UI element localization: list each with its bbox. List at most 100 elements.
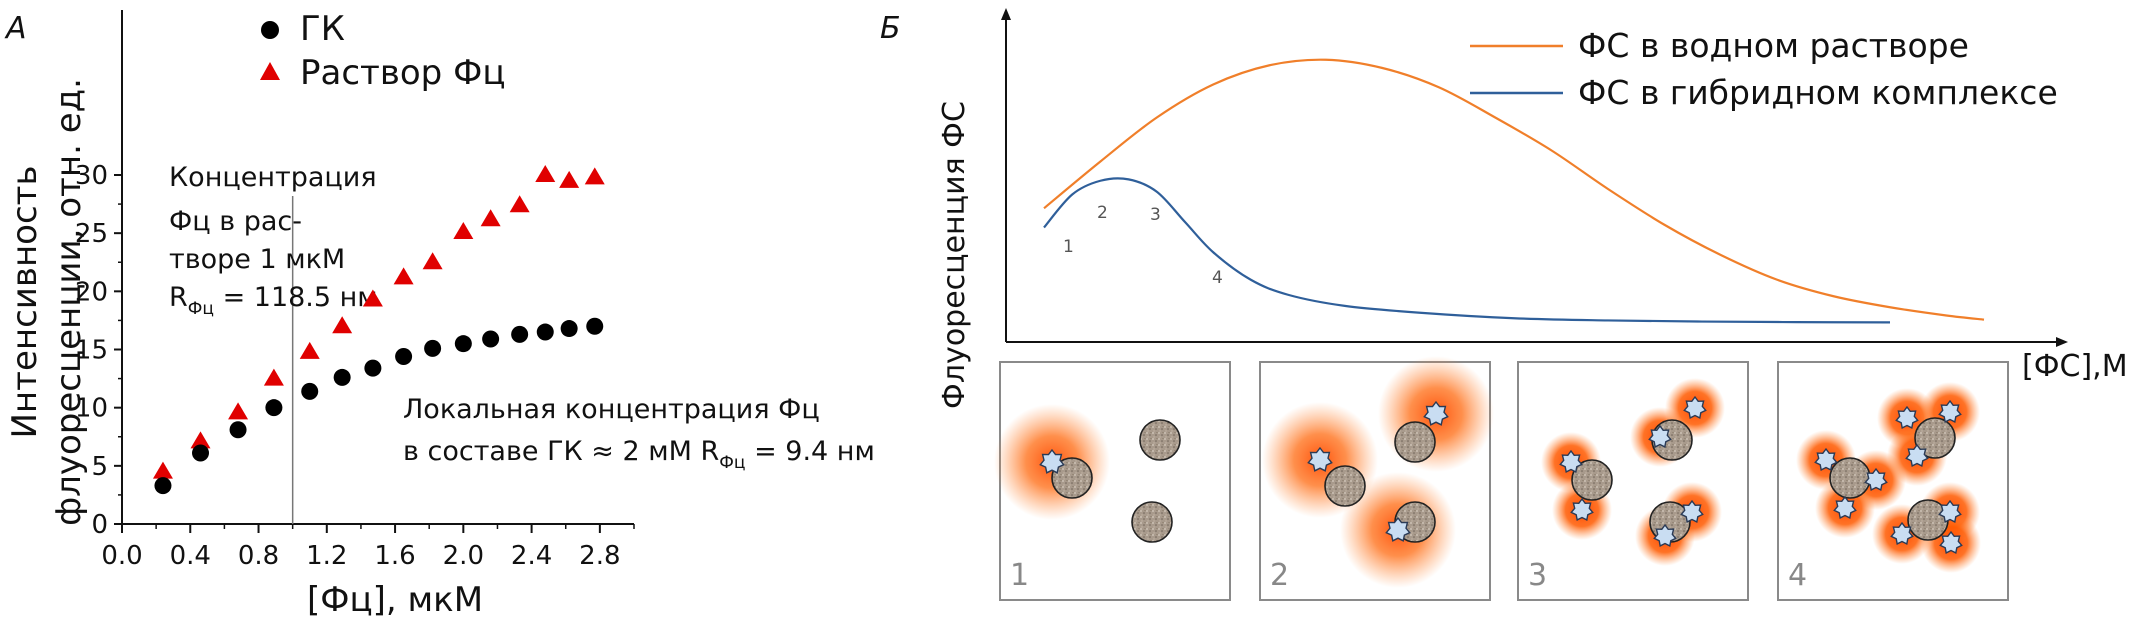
panel-b-illustrations: 1 2 3 4 <box>994 356 2009 601</box>
solution-point <box>559 170 580 188</box>
dye-molecule <box>1385 516 1411 542</box>
gk-point <box>424 339 442 357</box>
solution-point <box>422 252 443 270</box>
solution-point <box>228 402 249 420</box>
y-tick-label: 30 <box>75 161 108 191</box>
y-tick-label: 15 <box>75 336 108 366</box>
solution-point <box>509 195 530 213</box>
solution-point <box>453 222 474 240</box>
gk-point <box>154 477 172 495</box>
dye-molecule <box>1423 400 1449 426</box>
dye-molecule <box>1938 499 1962 523</box>
nanoparticle <box>1051 457 1093 499</box>
dye-molecule <box>1648 424 1672 448</box>
gk-point <box>511 325 529 343</box>
dye-molecule <box>1039 448 1065 474</box>
legend-water-label: ФС в водном растворе <box>1578 26 1969 65</box>
solution-point <box>152 461 173 479</box>
y-tick-label: 25 <box>75 219 108 249</box>
solution-point <box>299 341 320 359</box>
note2-line2: в составе ГК ≈ 2 мМ RФц = 9.4 нм <box>403 436 875 473</box>
note1-radius: RФц = 118.5 нм <box>169 282 378 319</box>
nanoparticle <box>1829 457 1871 499</box>
x-tick-label: 2.8 <box>579 541 620 571</box>
panel-a-y-ticks: 0 5 10 15 20 25 30 <box>75 161 122 540</box>
hybrid-curve <box>1043 177 1891 324</box>
dye-molecule <box>1938 399 1962 423</box>
solution-point <box>535 165 556 182</box>
panel-a-x-ticks: 0.0 0.4 0.8 1.2 1.6 2.0 2.4 2.8 <box>101 524 635 571</box>
panel-a-data-points <box>152 165 605 495</box>
gk-point <box>301 382 319 400</box>
illustration-box-3: 3 <box>1517 361 1749 601</box>
gk-point <box>364 359 382 377</box>
stage-label-3: 3 <box>1150 205 1161 225</box>
x-tick-label: 1.6 <box>374 541 415 571</box>
gk-point <box>560 320 578 338</box>
panel-b-ylabel: Флуоресценция ФС <box>937 101 972 409</box>
panel-b-letter: Б <box>880 11 901 46</box>
panel-b-xlabel: [ФС],М <box>2022 349 2128 384</box>
box-number: 1 <box>1010 558 1029 593</box>
dye-molecule <box>1905 443 1929 467</box>
panel-a-letter: А <box>4 11 27 46</box>
illustration-box-2: 2 <box>1259 356 1494 601</box>
note1-line3: творе 1 мкМ <box>169 244 345 275</box>
gk-point <box>395 347 413 365</box>
gk-point <box>229 421 247 439</box>
solution-point <box>480 209 501 227</box>
x-tick-label: 2.4 <box>511 541 552 571</box>
y-tick-label: 0 <box>91 510 108 540</box>
nanoparticle <box>1131 501 1173 543</box>
dye-molecule <box>1864 467 1888 491</box>
dye-molecule <box>1683 395 1707 419</box>
solution-point <box>332 316 353 334</box>
x-tick-label: 0.8 <box>238 541 279 571</box>
stage-label-2: 2 <box>1097 203 1108 223</box>
illustration-box-1: 1 <box>994 361 1231 601</box>
dye-molecule <box>1814 447 1838 471</box>
gk-point <box>265 399 283 417</box>
panel-a-ylabel-line1: Интенсивность <box>5 165 45 438</box>
stage-label-1: 1 <box>1063 237 1074 257</box>
box-number: 2 <box>1270 558 1289 593</box>
x-tick-label: 2.0 <box>443 541 484 571</box>
note2-line1: Локальная концентрация Фц <box>403 394 820 425</box>
box-number: 3 <box>1528 558 1547 593</box>
nanoparticle <box>1139 419 1181 461</box>
dye-molecule <box>1833 495 1857 519</box>
x-tick-label: 0.0 <box>101 541 142 571</box>
dye-molecule <box>1307 446 1333 472</box>
legend-gk-label: ГК <box>300 9 345 49</box>
box-frame <box>999 361 1231 601</box>
legend-hybrid-label: ФС в гибридном комплексе <box>1578 73 2058 112</box>
illustration-box-4: 4 <box>1777 361 2009 601</box>
solution-point <box>263 368 284 386</box>
gk-point <box>482 330 500 348</box>
panel-b-curves <box>1043 58 1985 324</box>
gk-point <box>454 335 472 353</box>
panel-a: А Интенсивность флуоресценции, отн. ед. … <box>4 9 875 620</box>
gk-point <box>586 317 604 335</box>
note1-line2: Фц в рас- <box>169 206 302 237</box>
dye-molecule <box>1890 521 1914 545</box>
stage-label-4: 4 <box>1212 268 1223 288</box>
legend-solution-label: Раствор Фц <box>300 53 505 93</box>
nanoparticle <box>1571 459 1613 501</box>
box-number: 4 <box>1788 558 1807 593</box>
gk-point <box>192 444 210 462</box>
water-curve <box>1043 58 1985 321</box>
nanoparticle <box>1394 421 1436 463</box>
dye-molecule <box>1653 523 1677 547</box>
nanoparticle <box>1914 417 1956 459</box>
solution-point <box>362 289 383 307</box>
x-tick-label: 0.4 <box>170 541 211 571</box>
dye-molecule <box>1895 405 1919 429</box>
gk-point <box>536 323 554 341</box>
dye-molecule <box>1680 499 1704 523</box>
x-tick-label: 1.2 <box>306 541 347 571</box>
y-tick-label: 10 <box>75 394 108 424</box>
dye-molecule <box>1559 449 1583 473</box>
panel-a-ylabel-line2: флуоресценции, отн. ед. <box>49 78 89 526</box>
panel-a-xlabel: [Фц], мкМ <box>307 580 483 620</box>
